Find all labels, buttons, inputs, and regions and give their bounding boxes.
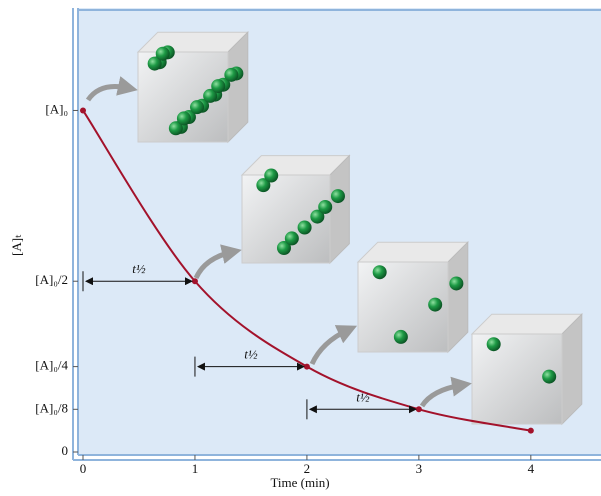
molecule [156,47,170,61]
molecule [394,330,408,344]
molecule [428,298,442,312]
data-point [304,364,310,370]
data-point [192,278,198,284]
molecule [487,337,501,351]
molecule [331,189,345,203]
x-tick-label: 3 [416,461,423,476]
molecule [177,111,191,125]
chart: Time (min) [A]ₜ 0 [A]₀/8 [A]₀/4 [A]₀/2 [A]₀ 0… [0,0,601,491]
molecule [190,100,204,114]
molecule [318,200,332,214]
half-life-label: t½ [244,347,258,362]
half-life-label: t½ [356,389,370,404]
x-tick-label: 0 [80,461,87,476]
x-tick-label: 2 [304,461,311,476]
cube-side [562,314,582,424]
molecule [285,231,299,245]
molecule [298,220,312,234]
cube-side [330,156,349,263]
y-axis-label: [A]ₜ [9,234,24,256]
data-point [416,406,422,412]
data-point [528,428,534,434]
x-tick-label: 1 [192,461,199,476]
half-life-label: t½ [132,261,146,276]
y-tick-label: 0 [62,443,69,458]
y-tick-label: [A]₀/4 [35,358,68,373]
cube-side [448,242,468,352]
y-tick-label: [A]₀ [45,101,68,116]
molecule [542,370,556,384]
data-point [80,107,86,113]
molecule [373,265,387,279]
cube-side [228,32,248,142]
y-tick-label: [A]₀/8 [35,400,68,415]
molecule [211,79,225,93]
molecule [264,169,278,183]
page: Time (min) [A]ₜ 0 [A]₀/8 [A]₀/4 [A]₀/2 [A]₀ 0… [0,0,601,496]
y-tick-label: [A]₀/2 [35,272,68,287]
x-tick-label: 4 [528,461,535,476]
molecule [449,276,463,290]
molecule [224,68,238,82]
x-axis-label: Time (min) [270,475,329,490]
